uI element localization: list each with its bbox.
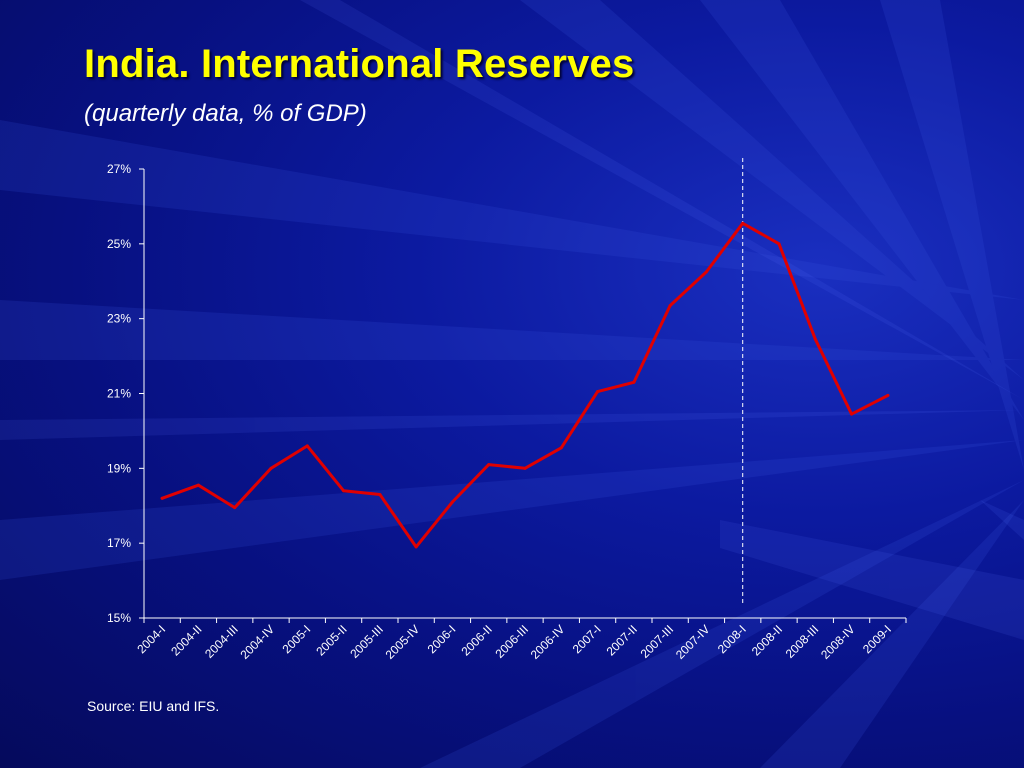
data-point	[414, 545, 418, 549]
x-tick-label: 2005-I	[279, 622, 313, 656]
slide-subtitle: (quarterly data, % of GDP)	[84, 100, 367, 127]
data-point	[487, 463, 491, 467]
data-point	[632, 380, 636, 384]
x-tick-label: 2004-III	[202, 622, 241, 661]
x-tick-label: 2004-I	[134, 622, 168, 656]
x-tick-label: 2007-IV	[673, 622, 713, 662]
data-point	[596, 390, 600, 394]
x-tick-label: 2005-II	[313, 622, 349, 658]
x-tick-label: 2006-I	[425, 622, 459, 656]
data-point	[850, 412, 854, 416]
data-point	[813, 337, 817, 341]
slide-title: India. International Reserves	[84, 42, 635, 86]
data-point	[777, 242, 781, 246]
data-point	[668, 304, 672, 308]
x-tick-label: 2005-IV	[383, 622, 423, 662]
x-tick-label: 2007-III	[638, 622, 677, 661]
x-tick-label: 2004-IV	[238, 622, 278, 662]
data-point	[886, 393, 890, 397]
data-point	[160, 496, 164, 500]
data-point	[523, 466, 527, 470]
data-point	[342, 489, 346, 493]
y-tick-label: 23%	[107, 312, 131, 326]
y-tick-label: 15%	[107, 611, 131, 625]
x-tick-label: 2005-III	[347, 622, 386, 661]
data-point	[704, 270, 708, 274]
y-tick-label: 19%	[107, 461, 131, 475]
y-tick-label: 27%	[107, 162, 131, 176]
x-tick-label: 2009-I	[860, 622, 894, 656]
data-point	[378, 493, 382, 497]
source-note: Source: EIU and IFS.	[87, 698, 220, 714]
x-tick-label: 2008-II	[749, 622, 785, 658]
y-tick-label: 21%	[107, 387, 131, 401]
data-point	[559, 446, 563, 450]
x-tick-label: 2008-III	[783, 622, 822, 661]
x-tick-label: 2007-II	[604, 622, 640, 658]
x-tick-label: 2008-I	[715, 622, 749, 656]
y-tick-label: 25%	[107, 237, 131, 251]
x-tick-label: 2008-IV	[818, 622, 858, 662]
x-tick-label: 2006-II	[459, 622, 495, 658]
data-point	[450, 500, 454, 504]
y-tick-label: 17%	[107, 536, 131, 550]
x-tick-label: 2004-II	[168, 622, 204, 658]
data-point	[269, 466, 273, 470]
series-line	[160, 221, 890, 549]
data-point	[305, 444, 309, 448]
data-point	[741, 221, 745, 225]
data-point	[196, 483, 200, 487]
x-tick-label: 2006-III	[492, 622, 531, 661]
data-point	[233, 506, 237, 510]
x-tick-label: 2007-I	[570, 622, 604, 656]
x-tick-label: 2006-IV	[528, 622, 568, 662]
